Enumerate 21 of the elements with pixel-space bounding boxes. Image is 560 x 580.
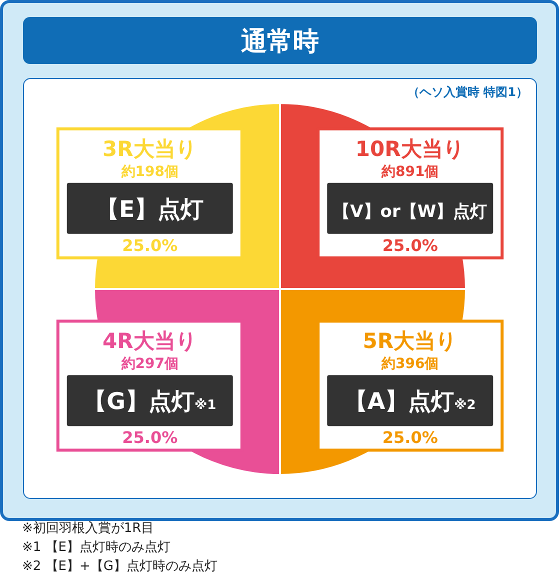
slice-label: 5R大当り xyxy=(362,329,458,354)
text: 【V】or【W】点灯 xyxy=(333,202,488,222)
slice-label: 4R大当り xyxy=(102,329,198,354)
text: 約891個 xyxy=(380,164,439,180)
text: 約396個 xyxy=(380,356,439,372)
data-label: 25.0% xyxy=(122,428,178,448)
slice-label: 3R大当り xyxy=(102,136,198,161)
text: 約198個 xyxy=(120,164,179,180)
data-label: 25.0% xyxy=(122,236,178,255)
text: ※初回羽根入賞が1R目 xyxy=(22,521,154,536)
chart-subtitle: （ヘソ入賞時 特図1） xyxy=(407,85,528,99)
data-label: 25.0% xyxy=(382,428,438,448)
text: 【G】点灯※1 xyxy=(84,389,216,416)
text: ※1 【E】点灯時のみ点灯 xyxy=(22,540,171,555)
text: 【A】点灯※2 xyxy=(344,389,476,416)
text: 約297個 xyxy=(120,356,179,372)
chart-title: 通常時 xyxy=(241,27,319,57)
data-label: 25.0% xyxy=(382,236,438,255)
text: 【E】点灯 xyxy=(96,196,204,223)
text: ※2 【E】+【G】点灯時のみ点灯 xyxy=(22,559,218,574)
slice-label: 10R大当り xyxy=(355,136,465,161)
